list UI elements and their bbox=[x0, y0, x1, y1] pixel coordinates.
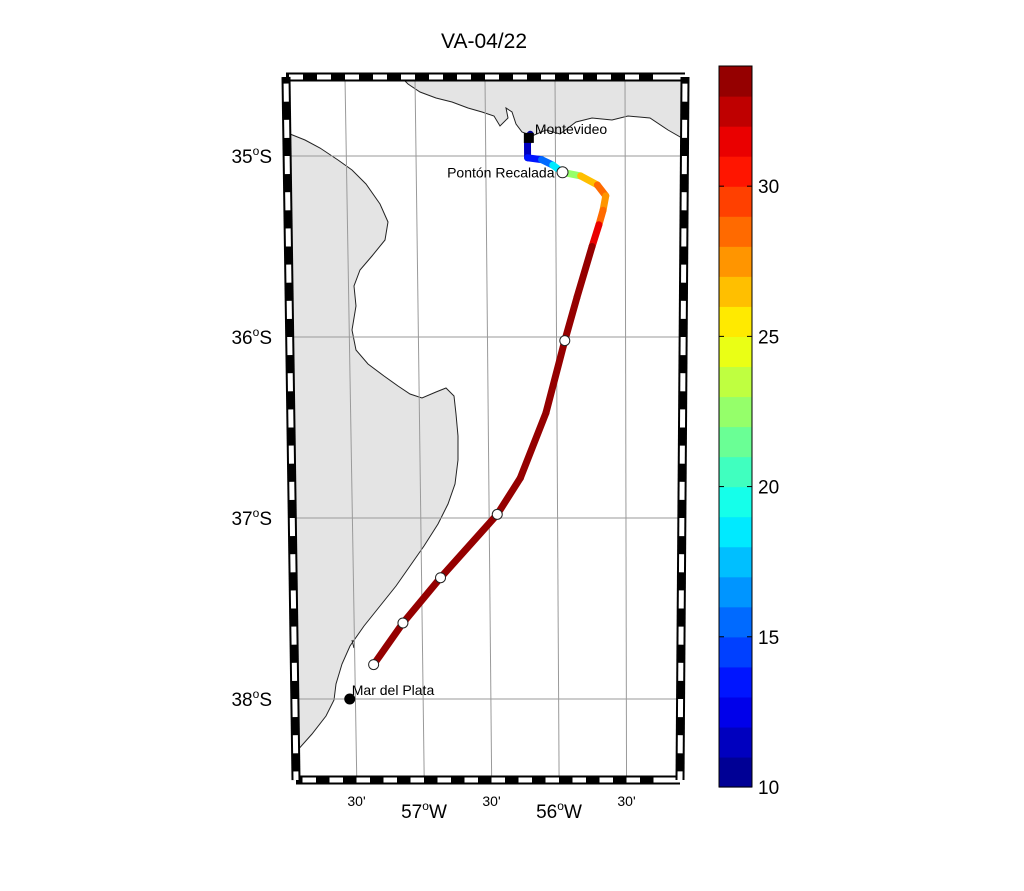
colorbar-segment bbox=[719, 427, 752, 458]
lon-label-hemi: W bbox=[429, 802, 447, 823]
lat-label: 36oS bbox=[231, 325, 272, 349]
colorbar-segment bbox=[719, 396, 752, 427]
lon-label-deg: 57 bbox=[401, 802, 422, 823]
lon-label: 56oW bbox=[536, 799, 582, 823]
place-label: Pontón Recalada bbox=[447, 164, 555, 180]
colorbar-segment bbox=[719, 66, 752, 97]
colorbar-segment bbox=[719, 156, 752, 187]
lat-label-deg: 36 bbox=[231, 328, 252, 349]
colorbar-segment bbox=[719, 547, 752, 578]
colorbar-segment bbox=[719, 607, 752, 638]
figure-title: VA-04/22 bbox=[441, 30, 527, 53]
colorbar-segment bbox=[719, 457, 752, 488]
lat-label-hemi: S bbox=[259, 147, 272, 168]
place-label: Montevideo bbox=[535, 121, 608, 137]
colorbar-segment bbox=[719, 336, 752, 367]
colorbar-segment bbox=[719, 186, 752, 217]
colorbar-segment bbox=[719, 306, 752, 337]
colorbar-segment bbox=[719, 126, 752, 157]
lat-label: 37oS bbox=[231, 506, 272, 530]
colorbar-tick-label: 25 bbox=[758, 327, 779, 348]
lon-label: 57oW bbox=[401, 799, 447, 823]
colorbar-segment bbox=[719, 667, 752, 698]
colorbar-segment bbox=[719, 96, 752, 127]
lon-minor-label: 30' bbox=[482, 793, 500, 809]
station-marker bbox=[560, 336, 570, 346]
lat-label-deg: 38 bbox=[231, 690, 252, 711]
station-marker bbox=[398, 618, 408, 628]
colorbar-segment bbox=[719, 366, 752, 397]
lon-label-deg: 56 bbox=[536, 802, 557, 823]
colorbar-segment bbox=[719, 697, 752, 728]
place-marker-open bbox=[557, 167, 568, 178]
colorbar-segment bbox=[719, 487, 752, 518]
colorbar-segment bbox=[719, 577, 752, 608]
lon-label-hemi: W bbox=[564, 802, 582, 823]
lat-label-deg: 35 bbox=[231, 147, 252, 168]
lat-label-hemi: S bbox=[259, 690, 272, 711]
place-marker-square bbox=[524, 133, 534, 143]
place-label: Mar del Plata bbox=[352, 682, 435, 698]
lat-label-deg: 37 bbox=[231, 509, 252, 530]
longitude-labels: 30' 57oW 30' 56oW 30' bbox=[347, 793, 635, 823]
latitude-labels: 35oS 36oS 37oS 38oS bbox=[231, 144, 272, 711]
colorbar-tick-label: 20 bbox=[758, 478, 779, 499]
station-marker bbox=[436, 573, 446, 583]
colorbar-segment bbox=[719, 727, 752, 758]
lat-label: 35oS bbox=[231, 144, 272, 168]
station-marker bbox=[492, 509, 502, 519]
colorbar-segment bbox=[719, 216, 752, 247]
station-marker bbox=[369, 660, 379, 670]
colorbar-tick-label: 15 bbox=[758, 628, 779, 649]
lat-label-hemi: S bbox=[259, 509, 272, 530]
colorbar-segment bbox=[719, 246, 752, 277]
colorbar-tick-label: 10 bbox=[758, 778, 779, 799]
lon-minor-label: 30' bbox=[617, 793, 635, 809]
colorbar-tick-label: 30 bbox=[758, 177, 779, 198]
colorbar: 10 15 20 25 30 bbox=[719, 66, 779, 799]
lon-minor-label: 30' bbox=[347, 793, 365, 809]
colorbar-segment bbox=[719, 517, 752, 548]
colorbar-segment bbox=[719, 276, 752, 307]
colorbar-segment bbox=[719, 757, 752, 788]
lat-label-hemi: S bbox=[259, 328, 272, 349]
colorbar-segment bbox=[719, 637, 752, 668]
lat-label: 38oS bbox=[231, 687, 272, 711]
